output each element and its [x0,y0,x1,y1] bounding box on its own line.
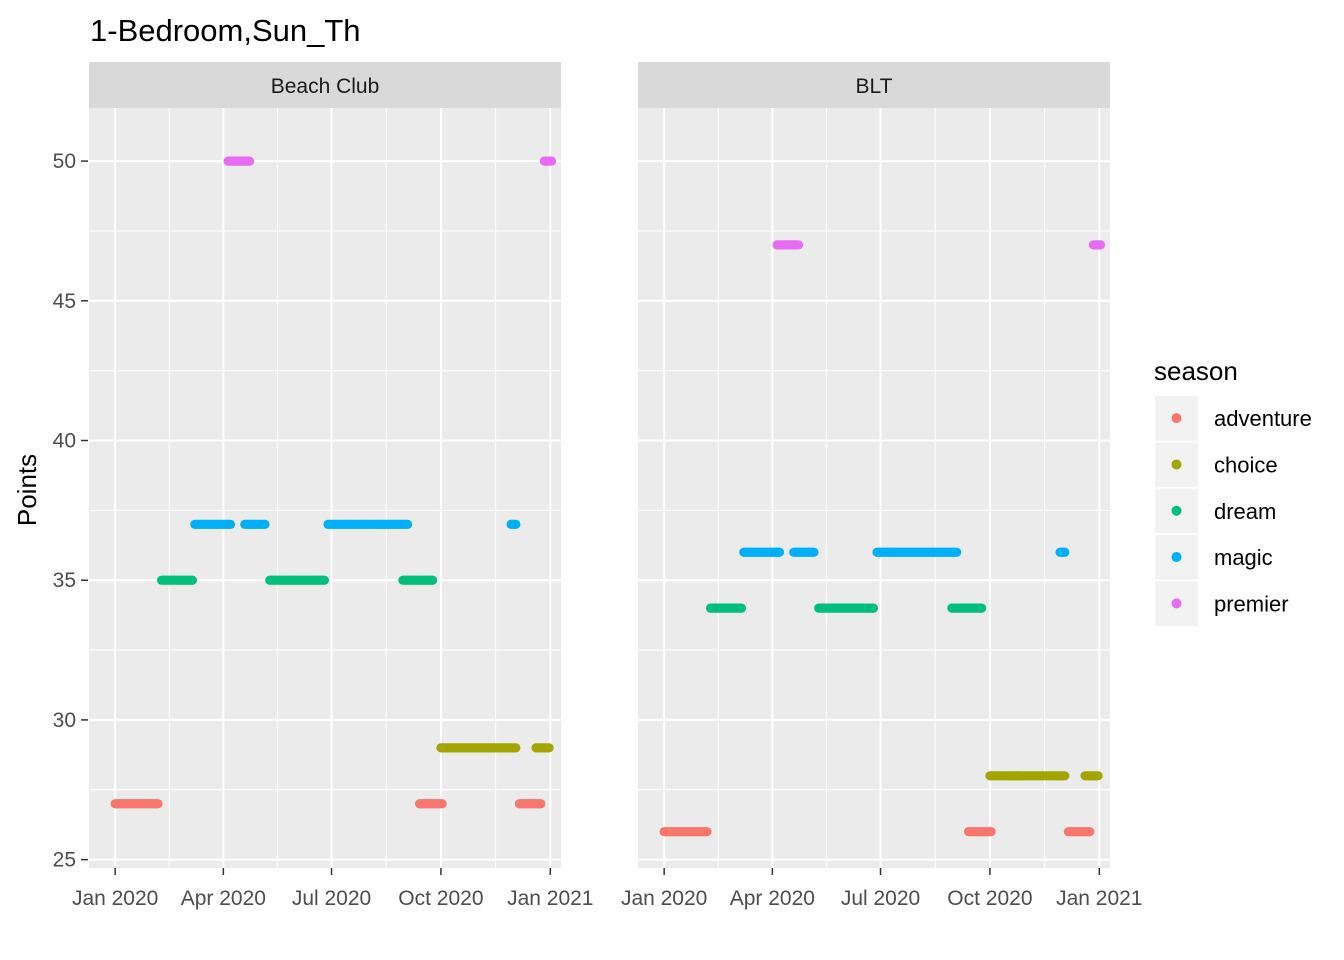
data-point-adventure [986,827,996,837]
data-point-adventure [1085,827,1095,837]
x-tick-label: Jan 2021 [1056,887,1142,910]
x-tick-label: Apr 2020 [730,887,815,910]
data-point-choice [1093,771,1103,781]
x-tick-label: Jul 2020 [292,887,371,910]
x-tick-label: Jan 2021 [507,887,593,910]
facet-panel: Beach Club Jan 2020 Apr 2020 Jul 2020 Oct 20… [72,62,594,910]
data-point-dream [736,603,747,613]
x-tick-label: Jul 2020 [841,887,920,910]
x-tick-label: Oct 2020 [398,887,483,910]
facet-panels: Beach Club Jan 2020 Apr 2020 Jul 2020 Oct 20… [72,62,1143,910]
y-tick-label: 50 [53,150,76,173]
y-tick-label: 25 [53,849,76,872]
y-tick-label: 40 [53,430,76,453]
data-point-magic [952,547,962,557]
data-point-premier [1095,240,1106,250]
facet-strip-label: Beach Club [271,75,380,98]
data-point-choice [1060,771,1070,781]
legend-label-adventure: adventure [1214,406,1312,431]
y-tick-label: 35 [53,569,76,592]
data-point-dream [428,575,438,585]
data-point-adventure [536,799,546,809]
legend-label-magic: magic [1214,545,1273,570]
data-point-adventure [153,799,163,809]
data-point-dream [868,603,879,613]
chart-title: 1-Bedroom,Sun_Th [90,13,361,48]
data-point-magic [225,519,236,529]
panel-background [638,108,1110,868]
facet-strip-label: BLT [856,75,893,98]
legend-label-choice: choice [1214,452,1278,477]
legend-swatch-choice [1171,459,1182,470]
x-tick-label: Jan 2020 [621,887,707,910]
data-point-dream [187,575,198,585]
facet-panel: BLT Jan 2020 Apr 2020 Jul 2020 Oct 2020 Jan 2… [621,62,1143,910]
data-points [110,156,557,809]
data-point-premier [244,156,255,166]
data-point-adventure [437,799,447,809]
data-point-dream [319,575,330,585]
legend: season adventure choice dream magic premier [1154,356,1312,626]
x-tick-label: Oct 2020 [947,887,1032,910]
data-point-magic [1060,547,1070,557]
legend-swatch-adventure [1171,413,1182,424]
x-tick-label: Jan 2020 [72,887,158,910]
facet-strip [638,62,1110,108]
data-point-choice [544,743,554,753]
y-axis: 25 30 35 40 45 50 [53,150,88,872]
y-tick-label: 45 [53,290,76,313]
legend-swatch-dream [1171,505,1182,516]
facet-strip [89,62,561,108]
data-point-magic [774,547,785,557]
data-point-magic [809,547,819,557]
legend-label-premier: premier [1214,591,1289,616]
legend-swatch-premier [1171,598,1182,609]
data-points [659,240,1106,837]
data-point-dream [977,603,987,613]
y-tick-label: 30 [53,709,76,732]
data-point-premier [546,156,557,166]
data-point-magic [403,519,413,529]
data-point-adventure [702,827,712,837]
x-tick-label: Apr 2020 [181,887,266,910]
data-point-magic [511,519,521,529]
panel-background [89,108,561,868]
y-axis-title: Points [12,454,42,526]
data-point-magic [260,519,270,529]
legend-title: season [1154,356,1238,386]
data-point-premier [793,240,804,250]
legend-label-dream: dream [1214,499,1276,524]
data-point-choice [511,743,521,753]
legend-swatch-magic [1171,552,1182,563]
